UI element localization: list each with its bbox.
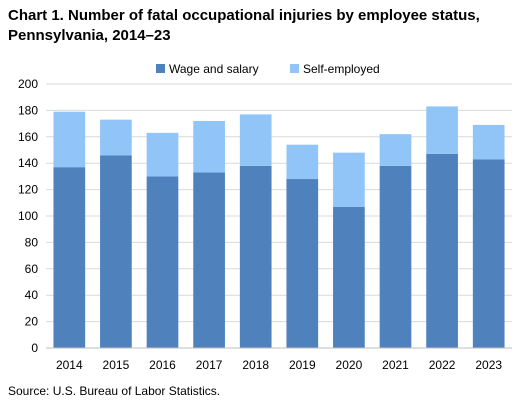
- bar-wage-and-salary: [379, 165, 412, 348]
- bar-wage-and-salary: [333, 206, 365, 348]
- bar-self-employed: [333, 152, 365, 207]
- y-tick-label: 160: [18, 130, 38, 144]
- bar-self-employed: [239, 114, 272, 166]
- bar-wage-and-salary: [426, 153, 458, 348]
- y-tick-label: 100: [18, 209, 38, 223]
- axes: 0 20 40 60 80 100 120 140 160 180 200 2014 2015 2016 2…: [18, 77, 512, 372]
- x-tick-label: 2020: [336, 358, 363, 372]
- legend-label-self: Self-employed: [303, 62, 380, 76]
- x-tick-label: 2019: [289, 358, 316, 372]
- bars: [53, 106, 505, 348]
- y-tick-label: 200: [18, 77, 38, 91]
- bar-self-employed: [100, 119, 132, 156]
- x-tick-label: 2021: [382, 358, 409, 372]
- bar-self-employed: [193, 120, 225, 173]
- legend: Wage and salary Self-employed: [156, 62, 380, 76]
- legend-label-wage: Wage and salary: [169, 62, 259, 76]
- x-tick-label: 2015: [103, 358, 130, 372]
- y-tick-label: 80: [25, 235, 39, 249]
- y-tick-label: 0: [31, 341, 38, 355]
- bar-wage-and-salary: [472, 159, 505, 348]
- legend-swatch-wage: [156, 64, 165, 73]
- x-tick-label: 2016: [149, 358, 176, 372]
- x-tick-label: 2014: [56, 358, 83, 372]
- y-tick-label: 140: [18, 156, 38, 170]
- bar-wage-and-salary: [286, 179, 319, 348]
- y-tick-label: 20: [25, 315, 39, 329]
- bar-self-employed: [472, 124, 505, 160]
- stacked-bar-chart: 0 20 40 60 80 100 120 140 160 180 200 2014 2015 2016 2…: [18, 62, 512, 372]
- bar-wage-and-salary: [239, 165, 272, 348]
- x-tick-label: 2023: [475, 358, 502, 372]
- bar-self-employed: [286, 144, 319, 180]
- y-tick-label: 180: [18, 103, 38, 117]
- chart-title: Chart 1. Number of fatal occupational in…: [8, 7, 480, 44]
- x-tick-label: 2018: [242, 358, 269, 372]
- y-tick-label: 120: [18, 183, 38, 197]
- bar-wage-and-salary: [100, 155, 132, 348]
- x-tick-label: 2017: [196, 358, 223, 372]
- x-tick-label: 2022: [429, 358, 456, 372]
- bar-self-employed: [146, 132, 179, 177]
- bar-wage-and-salary: [53, 167, 86, 348]
- source-note: Source: U.S. Bureau of Labor Statistics.: [8, 384, 221, 398]
- y-tick-label: 40: [25, 288, 39, 302]
- bar-wage-and-salary: [146, 176, 179, 348]
- bar-wage-and-salary: [193, 172, 225, 348]
- bar-self-employed: [426, 106, 458, 154]
- y-tick-label: 60: [25, 262, 39, 276]
- legend-swatch-self: [290, 64, 299, 73]
- bar-self-employed: [53, 111, 86, 168]
- bar-self-employed: [379, 134, 412, 166]
